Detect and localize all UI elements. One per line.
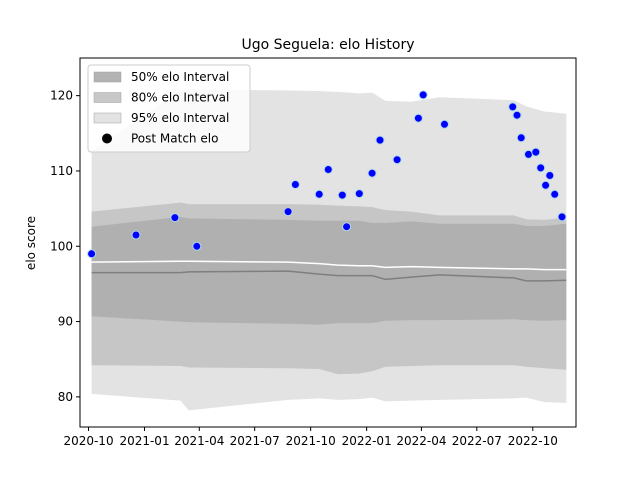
mean-line [91,260,567,271]
post-match-point [557,212,567,222]
y-tick-label: 110 [50,164,73,178]
post-match-point [440,119,449,129]
post-match-point [131,230,141,240]
post-match-point [541,180,551,190]
legend-swatch-50-elo-interval [93,71,122,83]
post-match-point [524,149,533,159]
post-match-point [290,180,300,189]
y-tick-label: 100 [50,239,73,253]
y-axis-label: elo score [24,216,38,270]
legend-label: 95% elo Interval [131,111,229,125]
post-match-point [392,155,402,165]
legend-box [87,64,251,153]
post-match-point [87,249,97,259]
legend-label: 80% elo Interval [131,91,229,105]
post-match-point [516,133,526,143]
y-tick-label: 80 [58,390,73,404]
post-match-points [87,90,567,259]
post-match-point [314,189,324,199]
interval-bands [91,89,567,411]
post-match-point [418,90,428,100]
y-axis-ticks: 80 90 100 110 120 [50,89,80,404]
x-tick-label: 2021-10 [286,434,336,448]
x-tick-label: 2020-10 [63,434,113,448]
post-match-point [342,222,352,232]
x-tick-label: 2021-07 [230,434,280,448]
band-50-elo-interval [91,216,567,325]
post-match-point [536,163,546,173]
y-tick-label: 120 [50,89,73,103]
x-tick-label: 2022-04 [396,434,446,448]
post-match-point [323,165,333,174]
median-line [91,270,567,282]
post-match-point [545,171,555,180]
x-axis-ticks: 2020-10 2021-01 2021-04 2021-07 2021-10 2022-… [63,427,558,448]
post-match-point [550,189,560,199]
legend-marker-post-match-elo [102,133,112,144]
post-match-point [367,168,377,178]
post-match-point [354,189,364,199]
x-tick-label: 2022-01 [342,434,392,448]
post-match-point [375,135,385,145]
x-tick-label: 2021-04 [174,434,224,448]
legend-swatch-80-elo-interval [93,92,122,103]
x-tick-label: 2022-10 [508,434,558,448]
post-match-point [170,213,180,223]
legend-label: Post Match elo [131,132,218,146]
legend: 50% elo Interval 80% elo Interval 95% elo … [87,64,251,153]
x-tick-label: 2021-01 [119,434,169,448]
chart-title: Ugo Seguela: elo History [242,37,415,53]
legend-label: 50% elo Interval [131,70,229,84]
post-match-point [283,207,293,217]
post-match-point [413,113,423,123]
y-tick-label: 90 [58,315,73,329]
post-match-point [192,241,202,251]
legend-swatch-95-elo-interval [93,112,122,124]
post-match-point [512,110,522,120]
plot-frame [79,57,577,428]
trend-lines [91,260,567,282]
post-match-point [508,102,518,112]
post-match-point [531,147,541,157]
plot-area [87,89,567,411]
x-tick-label: 2022-07 [452,434,502,448]
post-match-point [337,190,347,200]
